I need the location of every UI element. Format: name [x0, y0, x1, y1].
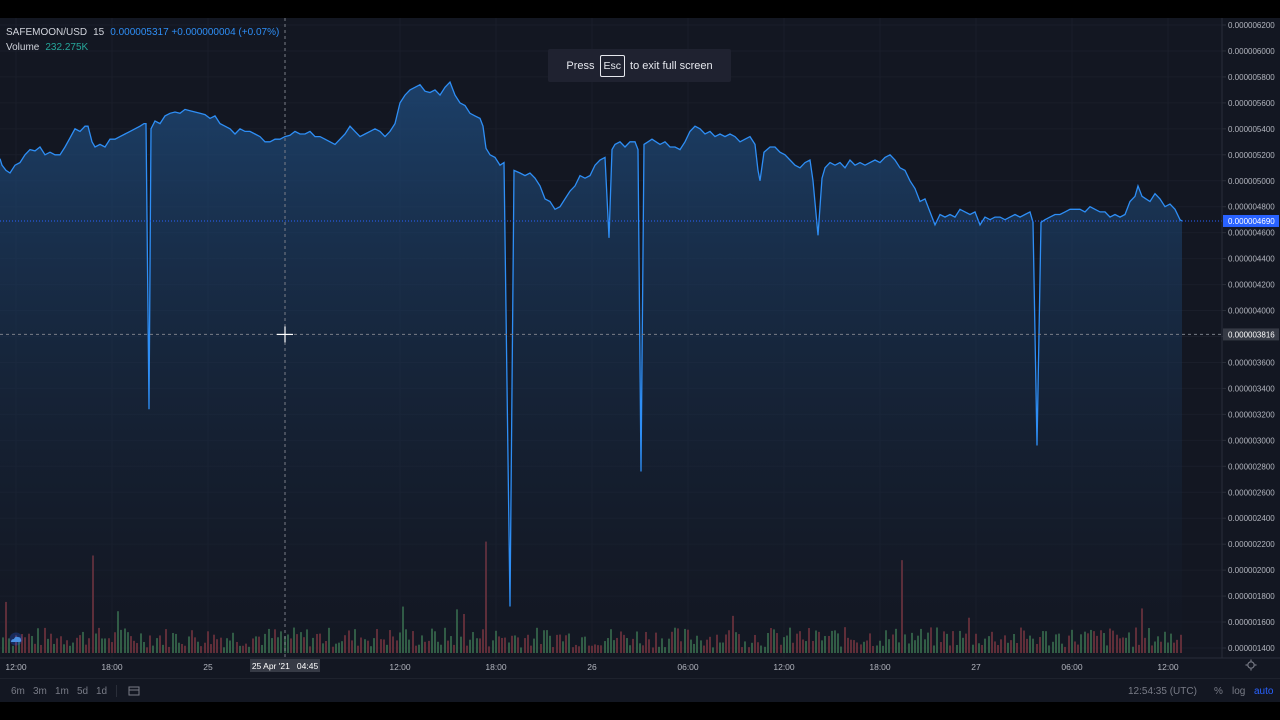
- price-tick-label: 0.000005200: [1228, 151, 1275, 160]
- price-tick-label: 0.000003400: [1228, 384, 1275, 393]
- utc-clock[interactable]: 12:54:35 (UTC): [1128, 686, 1197, 697]
- price-tick-label: 0.000002600: [1228, 488, 1275, 497]
- time-tick-label: 12:00: [1157, 662, 1179, 672]
- price-tick-label: 0.000006000: [1228, 47, 1275, 56]
- time-tick-label: 18:00: [101, 662, 123, 672]
- price-tick-label: 0.000005000: [1228, 177, 1275, 186]
- symbol-name[interactable]: SAFEMOON/USD: [6, 27, 88, 38]
- time-tick-label: 06:00: [677, 662, 699, 672]
- price-tick-label: 0.000004600: [1228, 229, 1275, 238]
- price-tick-label: 0.000003000: [1228, 436, 1275, 445]
- price-tick-label: 0.000005800: [1228, 73, 1275, 82]
- time-axis[interactable]: 12:00 18:00 25 12:00 18:00 26 06:00 12:00 18:00 2…: [0, 657, 1280, 672]
- price-tick-label: 0.000001800: [1228, 592, 1275, 601]
- time-tick-label: 18:00: [485, 662, 507, 672]
- svg-text:0.000003816: 0.000003816: [1228, 330, 1275, 339]
- range-6m-button[interactable]: 6m: [11, 686, 25, 697]
- price-tick-label: 0.000003600: [1228, 358, 1275, 367]
- esc-key: Esc: [599, 54, 626, 77]
- cloud-logo-icon[interactable]: [8, 632, 24, 646]
- time-tick-label: 18:00: [869, 662, 891, 672]
- time-tick-label: 12:00: [5, 662, 27, 672]
- bottom-toolbar: 6m 3m 1m 5d 1d 12:54:35 (UTC) % log auto: [0, 678, 1280, 702]
- gear-icon[interactable]: [1245, 659, 1257, 671]
- time-tick-label: 12:00: [389, 662, 411, 672]
- price-tick-label: 0.000004800: [1228, 203, 1275, 212]
- svg-text:25 Apr '21 04:45: 25 Apr '21 04:45: [252, 661, 319, 671]
- range-5d-button[interactable]: 5d: [77, 686, 89, 697]
- toast-press: Press: [566, 59, 595, 72]
- price-change-readout: 0.000005317 +0.000000004 (+0.07%): [110, 27, 280, 38]
- range-1m-button[interactable]: 1m: [55, 686, 69, 697]
- interval-label[interactable]: 15: [93, 27, 105, 38]
- symbol-row[interactable]: SAFEMOON/USD 15 0.000005317 +0.000000004…: [6, 25, 279, 40]
- price-tick-label: 0.000003200: [1228, 410, 1275, 419]
- time-tick-label: 27: [971, 662, 981, 672]
- volume-label: Volume: [6, 42, 40, 53]
- chart-legend: SAFEMOON/USD 15 0.000005317 +0.000000004…: [6, 25, 279, 55]
- price-tick-label: 0.000005600: [1228, 99, 1275, 108]
- price-tick-label: 0.000004200: [1228, 281, 1275, 290]
- time-tick-label: 12:00: [773, 662, 795, 672]
- crosshair-price-badge: 0.000003816: [1223, 328, 1279, 341]
- chart-window: 0.000006200 0.000006000 0.000005800 0.00000…: [0, 18, 1280, 702]
- price-tick-label: 0.000006200: [1228, 21, 1275, 30]
- percent-toggle[interactable]: %: [1214, 686, 1223, 697]
- crosshair-cursor-icon: [277, 326, 293, 343]
- time-tick-label: 26: [587, 662, 597, 672]
- volume-value: 232.275K: [45, 42, 89, 53]
- time-tick-label: 06:00: [1061, 662, 1083, 672]
- chart-pane[interactable]: 0.000006200 0.000006000 0.000005800 0.00000…: [0, 18, 1280, 702]
- price-tick-label: 0.000002400: [1228, 514, 1275, 523]
- date-range-calendar-icon[interactable]: [128, 685, 140, 696]
- price-tick-label: 0.000002000: [1228, 566, 1275, 575]
- time-tick-label: 25: [203, 662, 213, 672]
- price-tick-label: 0.000001400: [1228, 644, 1275, 653]
- fullscreen-toast: Press Esc to exit full screen: [548, 49, 731, 82]
- range-1d-button[interactable]: 1d: [96, 686, 108, 697]
- price-tick-label: 0.000002200: [1228, 540, 1275, 549]
- price-tick-label: 0.000004000: [1228, 307, 1275, 316]
- log-toggle[interactable]: log: [1232, 686, 1246, 697]
- price-tick-label: 0.000005400: [1228, 125, 1275, 134]
- auto-toggle[interactable]: auto: [1254, 686, 1274, 697]
- price-area-fill: [0, 82, 1182, 659]
- price-axis-badges: 0.000004690 0.000003816: [1223, 214, 1279, 341]
- price-tick-label: 0.000004400: [1228, 255, 1275, 264]
- toolbar-divider: [116, 685, 117, 697]
- volume-row[interactable]: Volume 232.275K: [6, 40, 279, 55]
- toast-message: to exit full screen: [630, 59, 713, 72]
- crosshair-time-badge: 25 Apr '21 04:45: [250, 659, 320, 672]
- price-line: [0, 80, 1183, 607]
- current-price-badge: 0.000004690: [1223, 214, 1279, 227]
- price-tick-label: 0.000001600: [1228, 618, 1275, 627]
- svg-text:0.000004690: 0.000004690: [1228, 217, 1275, 226]
- price-tick-label: 0.000002800: [1228, 462, 1275, 471]
- range-3m-button[interactable]: 3m: [33, 686, 47, 697]
